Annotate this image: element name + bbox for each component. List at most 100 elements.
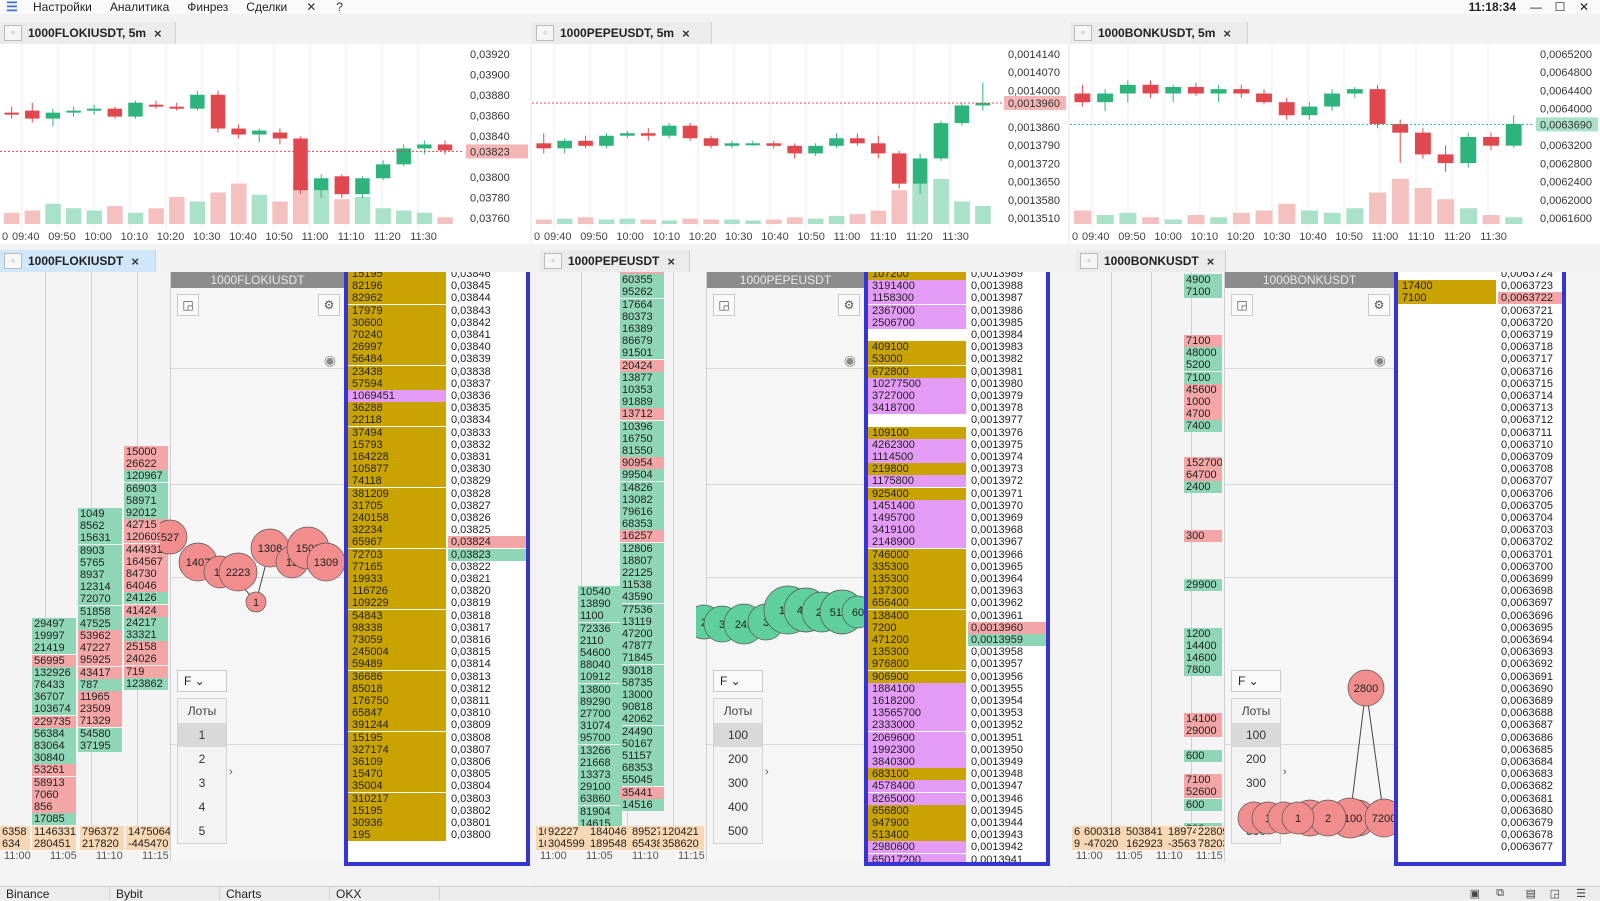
ladder-row[interactable]: 109229 0,03819 [348, 597, 526, 610]
ladder-row[interactable]: 0,0013977 [868, 414, 1046, 427]
ladder-row[interactable]: 0,0063697 [1398, 597, 1562, 610]
ladder-row[interactable]: 327174 0,03807 [348, 743, 526, 756]
ladder-row[interactable]: 1992300 0,0013950 [868, 743, 1046, 756]
ladder-row[interactable]: 116726 0,03820 [348, 585, 526, 598]
ladder-row[interactable]: 15793 0,03832 [348, 438, 526, 451]
chevron-right-icon[interactable]: › [229, 766, 233, 778]
ladder-row[interactable]: 0,0063690 [1398, 682, 1562, 695]
ladder-row[interactable]: 23438 0,03838 [348, 365, 526, 378]
ladder-row[interactable]: 2980600 0,0013942 [868, 841, 1046, 854]
ladder-row[interactable]: 513400 0,0013943 [868, 829, 1046, 842]
ladder-row[interactable]: 107200 0,0013989 [868, 272, 1046, 280]
ladder-row[interactable]: 10277500 0,0013980 [868, 377, 1046, 390]
ladder-row[interactable]: 471200 0,0013959 [868, 634, 1046, 646]
ladder-row[interactable]: 1495700 0,0013969 [868, 512, 1046, 524]
ladder-row[interactable]: 0,0063681 [1398, 792, 1562, 805]
ladder-row[interactable]: 0,0063704 [1398, 512, 1562, 524]
ladder-row[interactable]: 32234 0,03825 [348, 524, 526, 537]
chart-settings-icon[interactable]: ◲ [713, 294, 735, 316]
lots-option[interactable]: 500 [727, 824, 749, 838]
lots-option[interactable]: 100 [1232, 723, 1280, 747]
menu-analytics[interactable]: Аналитика [109, 0, 170, 14]
lots-option[interactable]: 4 [198, 800, 206, 814]
close-icon[interactable]: × [154, 25, 162, 41]
tab-binance[interactable]: Binance [0, 887, 110, 901]
minimize-button[interactable]: — [1530, 0, 1542, 14]
ladder-row[interactable]: 240158 0,03826 [348, 512, 526, 524]
ladder-row[interactable]: 1884100 0,0013955 [868, 682, 1046, 695]
ladder-row[interactable]: 672800 0,0013981 [868, 365, 1046, 378]
ladder-row[interactable]: 105877 0,03830 [348, 463, 526, 476]
ladder-row[interactable]: 976800 0,0013957 [868, 658, 1046, 671]
lots-option[interactable]: 300 [727, 776, 749, 790]
ladder-row[interactable]: 656800 0,0013945 [868, 804, 1046, 817]
ladder-row[interactable]: 0,0063705 [1398, 499, 1562, 512]
lots-option[interactable]: 5 [198, 824, 206, 838]
ladder-row[interactable]: 4578400 0,0013947 [868, 780, 1046, 793]
tab-bybit[interactable]: Bybit [110, 887, 220, 901]
ladder-row[interactable]: 0,0063677 [1398, 841, 1562, 854]
ladder-row[interactable]: 0,0063720 [1398, 316, 1562, 329]
lots-option[interactable]: 400 [727, 800, 749, 814]
ladder-row[interactable]: 0,0063708 [1398, 463, 1562, 476]
ladder-row[interactable]: 2506700 0,0013985 [868, 316, 1046, 329]
ladder-row[interactable]: 3727000 0,0013979 [868, 390, 1046, 402]
ladder-row[interactable]: 82196 0,03845 [348, 280, 526, 293]
ladder-row[interactable]: 0,0063692 [1398, 658, 1562, 671]
ladder-row[interactable]: 31705 0,03827 [348, 499, 526, 512]
ladder-row[interactable]: 36109 0,03806 [348, 756, 526, 768]
ladder-row[interactable]: 73059 0,03816 [348, 634, 526, 646]
eye-icon[interactable]: ◉ [843, 352, 856, 368]
ladder-row[interactable]: 0,0063706 [1398, 487, 1562, 500]
ladder-row[interactable]: 746000 0,0013966 [868, 548, 1046, 561]
lots-option[interactable]: 200 [727, 752, 749, 766]
ladder-row[interactable]: 98338 0,03817 [348, 621, 526, 634]
chart-tab-floki[interactable]: ▫ 1000FLOKIUSDT, 5m × [0, 22, 176, 44]
ladder-row[interactable]: 15195 0,03846 [348, 272, 526, 280]
ladder-row[interactable]: 0,0063714 [1398, 390, 1562, 402]
ladder-row[interactable]: 0,0063716 [1398, 365, 1562, 378]
gear-icon[interactable]: ⚙ [318, 294, 340, 316]
ladder-row[interactable]: 0,0063719 [1398, 329, 1562, 341]
chart-tab-bonk[interactable]: ▫ 1000BONKUSDT, 5m × [1070, 22, 1248, 44]
ladder-row[interactable]: 0,0063680 [1398, 804, 1562, 817]
ladder-row[interactable]: 0,0063702 [1398, 536, 1562, 549]
ladder-row[interactable]: 0,0063695 [1398, 621, 1562, 634]
ladder-row[interactable]: 36288 0,03835 [348, 402, 526, 415]
lots-selector[interactable]: Лоты 100 200 300 400 500 [713, 698, 763, 844]
gear-icon[interactable]: ⚙ [838, 294, 860, 316]
ladder-row[interactable]: 0,0063689 [1398, 695, 1562, 707]
ladder-row[interactable]: 57594 0,03837 [348, 377, 526, 390]
monitor-icon[interactable]: ⧉ [1496, 887, 1504, 899]
ladder-row[interactable]: 0,0063717 [1398, 353, 1562, 366]
ladder-row[interactable]: 3419100 0,0013968 [868, 524, 1046, 537]
ladder-row[interactable]: 1114500 0,0013974 [868, 451, 1046, 463]
ladder-row[interactable]: 947900 0,0013944 [868, 817, 1046, 829]
ladder-row[interactable]: 0,0063707 [1398, 475, 1562, 488]
ladder-row[interactable]: 0,0063688 [1398, 707, 1562, 720]
close-icon[interactable]: × [682, 25, 690, 41]
ladder-row[interactable]: 65847 0,03810 [348, 707, 526, 720]
tab-okx[interactable]: OKX [330, 887, 440, 901]
ladder-row[interactable]: 0,0063683 [1398, 768, 1562, 781]
lots-option[interactable]: 200 [1245, 752, 1267, 766]
ladder-row[interactable]: 2069600 0,0013951 [868, 731, 1046, 744]
ladder-row[interactable]: 176750 0,03811 [348, 695, 526, 707]
ladder-row[interactable]: 135300 0,0013964 [868, 573, 1046, 585]
filter-select[interactable]: F ⌄ [713, 670, 763, 692]
ladder-row[interactable]: 0,0063685 [1398, 743, 1562, 756]
ladder-row[interactable]: 15195 0,03802 [348, 804, 526, 817]
ladder-row[interactable]: 82962 0,03844 [348, 292, 526, 305]
ladder-row[interactable]: 219800 0,0013973 [868, 463, 1046, 476]
ladder-row[interactable]: 77165 0,03822 [348, 560, 526, 573]
ladder-row[interactable]: 195 0,03800 [348, 829, 526, 842]
ladder-row[interactable]: 1451400 0,0013970 [868, 499, 1046, 512]
ladder-row[interactable]: 683100 0,0013948 [868, 768, 1046, 781]
ladder-row[interactable]: 2333000 0,0013952 [868, 719, 1046, 732]
ladder-row[interactable]: 0,0063701 [1398, 548, 1562, 561]
ladder-row[interactable]: 54843 0,03818 [348, 609, 526, 622]
ladder-row[interactable]: 1175800 0,0013972 [868, 475, 1046, 488]
menu-finres[interactable]: Финрез [187, 0, 229, 14]
ladder-row[interactable]: 0,0063713 [1398, 402, 1562, 415]
ladder-row[interactable]: 65017200 0,0013941 [868, 853, 1046, 862]
